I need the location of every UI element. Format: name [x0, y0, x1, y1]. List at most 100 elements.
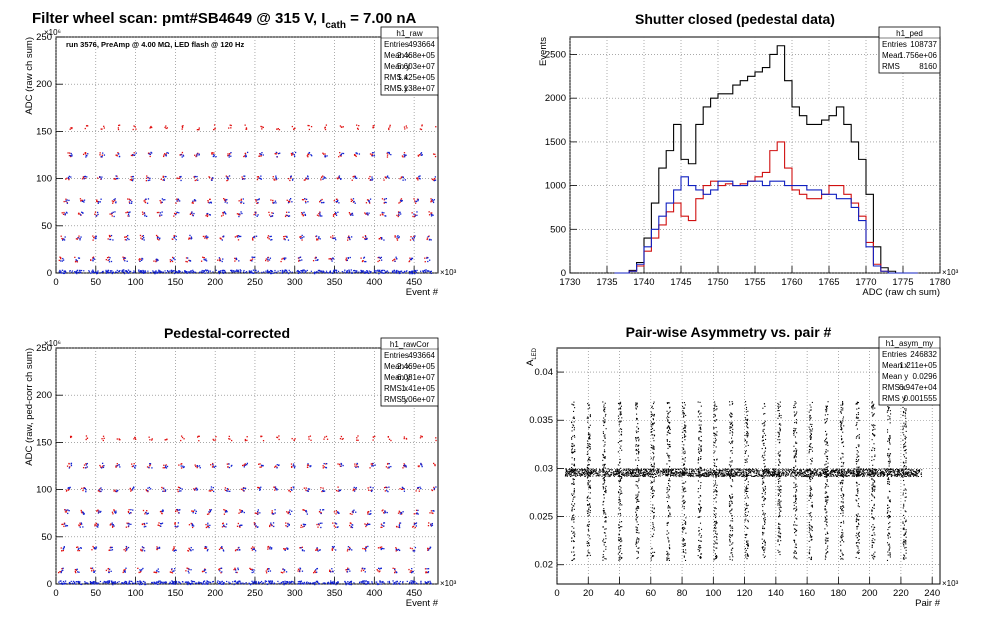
data-point [814, 473, 816, 475]
data-point [338, 175, 341, 177]
data-point [365, 525, 367, 528]
data-point [242, 198, 244, 200]
data-point [715, 476, 717, 478]
data-point [337, 486, 339, 488]
x-tick-label: 100 [128, 588, 144, 599]
data-point [384, 271, 387, 273]
data-point [807, 472, 809, 474]
data-point [149, 464, 151, 466]
data-point [340, 178, 342, 181]
data-point [316, 214, 319, 216]
data-point [864, 472, 866, 474]
data-point [223, 199, 226, 201]
data-point [322, 489, 324, 492]
data-point [157, 524, 159, 526]
data-point [82, 153, 85, 156]
data-point [66, 465, 69, 467]
data-point [274, 271, 276, 273]
data-point [392, 259, 394, 262]
data-point [64, 214, 66, 216]
y-tick-label: 0.04 [535, 367, 554, 378]
data-point [290, 581, 292, 584]
data-point [314, 272, 317, 274]
data-point [622, 471, 624, 473]
data-point [90, 570, 93, 572]
data-point [98, 511, 100, 513]
data-point [398, 272, 400, 275]
data-point [403, 156, 406, 158]
data-point [665, 470, 667, 472]
data-point [355, 152, 357, 154]
data-point [165, 127, 167, 130]
data-point [231, 270, 233, 272]
data-point [115, 201, 117, 203]
data-point [278, 582, 280, 584]
data-point [300, 235, 302, 238]
data-point [276, 128, 278, 130]
data-point [246, 271, 248, 273]
data-point [83, 487, 85, 489]
data-point [284, 215, 287, 218]
data-point [251, 568, 253, 571]
data-point [398, 526, 401, 529]
data-point [276, 156, 278, 158]
data-point [173, 237, 176, 239]
data-point [882, 468, 884, 470]
data-point [108, 272, 111, 274]
data-point [297, 581, 300, 583]
data-point [125, 567, 127, 569]
data-point [189, 259, 191, 262]
data-point [618, 472, 620, 474]
data-point [78, 571, 80, 573]
data-point [221, 239, 223, 241]
data-point [95, 546, 98, 548]
data-point [423, 271, 425, 273]
data-point [321, 215, 323, 217]
data-point [838, 469, 840, 471]
data-point [288, 523, 290, 526]
data-point [161, 512, 163, 514]
data-point [223, 525, 226, 528]
data-point [140, 237, 142, 239]
data-point [354, 271, 356, 273]
data-point [137, 583, 139, 585]
data-point [185, 260, 187, 263]
data-point [237, 213, 240, 215]
data-point [393, 572, 396, 574]
data-point [208, 511, 211, 514]
data-point [420, 580, 422, 582]
data-point [164, 489, 167, 491]
data-point [102, 152, 104, 154]
data-point [403, 463, 405, 465]
data-point [357, 439, 359, 441]
data-point [587, 475, 589, 477]
data-point [143, 550, 146, 552]
data-point [68, 488, 70, 491]
data-point [427, 260, 429, 263]
data-point [195, 487, 198, 489]
data-point [362, 236, 364, 238]
data-point [224, 199, 227, 201]
data-point [232, 581, 234, 583]
data-point [190, 238, 192, 240]
data-point [684, 471, 686, 473]
data-point [377, 256, 379, 259]
data-point [364, 548, 367, 551]
data-point [331, 582, 333, 584]
data-point [101, 176, 103, 178]
data-point [196, 466, 198, 469]
data-point [331, 581, 334, 583]
data-point [162, 155, 165, 158]
data-point [70, 176, 72, 178]
data-point [303, 487, 306, 489]
data-point [417, 513, 419, 515]
data-point [185, 257, 188, 259]
data-point [377, 570, 379, 572]
data-point [261, 271, 263, 274]
data-point [155, 260, 157, 263]
data-point [115, 510, 117, 512]
data-point [209, 509, 211, 511]
data-point [286, 581, 288, 583]
data-point [240, 235, 242, 238]
data-point [708, 475, 710, 477]
